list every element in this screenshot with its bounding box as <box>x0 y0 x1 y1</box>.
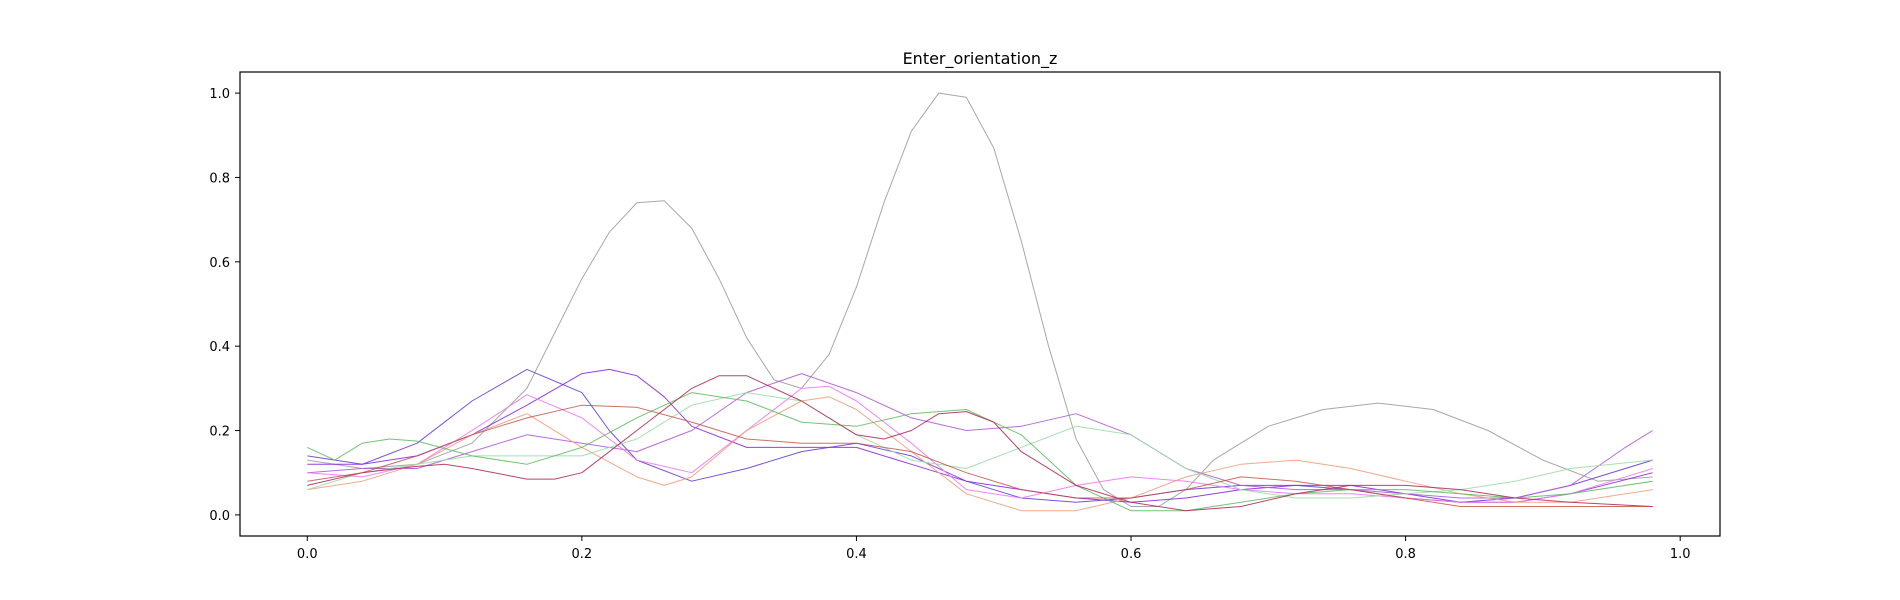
plot-area-frame <box>239 71 1721 537</box>
x-tick-label: 1.0 <box>1670 547 1691 562</box>
series-line-2 <box>307 368 1653 503</box>
y-tick-label: 1.0 <box>209 87 230 102</box>
series-line-9 <box>307 375 1653 512</box>
series-line-5 <box>307 385 1653 503</box>
y-tick-label: 0.6 <box>209 256 230 271</box>
series-line-3 <box>307 368 1653 503</box>
series-line-6 <box>307 396 1653 512</box>
series-line-1 <box>307 92 1653 507</box>
series-line-4 <box>307 373 1653 499</box>
series-line-10 <box>307 404 1653 507</box>
axis-ticks: 0.0 0.2 0.4 0.6 0.8 1.0 0.0 0.2 0.4 0.6 0.8 1.0 <box>209 87 1690 562</box>
y-tick-label: 0.2 <box>209 425 230 440</box>
y-tick-label: 0.8 <box>209 171 230 186</box>
series-layer <box>307 92 1653 512</box>
x-tick-label: 0.2 <box>572 547 593 562</box>
x-tick-label: 0.4 <box>846 547 867 562</box>
series-line-7 <box>307 392 1653 499</box>
chart-title: Enter_orientation_z <box>903 49 1058 69</box>
x-tick-label: 0.6 <box>1121 547 1142 562</box>
x-tick-label: 0.0 <box>297 547 318 562</box>
y-tick-label: 0.4 <box>209 340 230 355</box>
y-tick-label: 0.0 <box>209 509 230 524</box>
series-line-8 <box>307 392 1653 512</box>
x-tick-label: 0.8 <box>1395 547 1416 562</box>
